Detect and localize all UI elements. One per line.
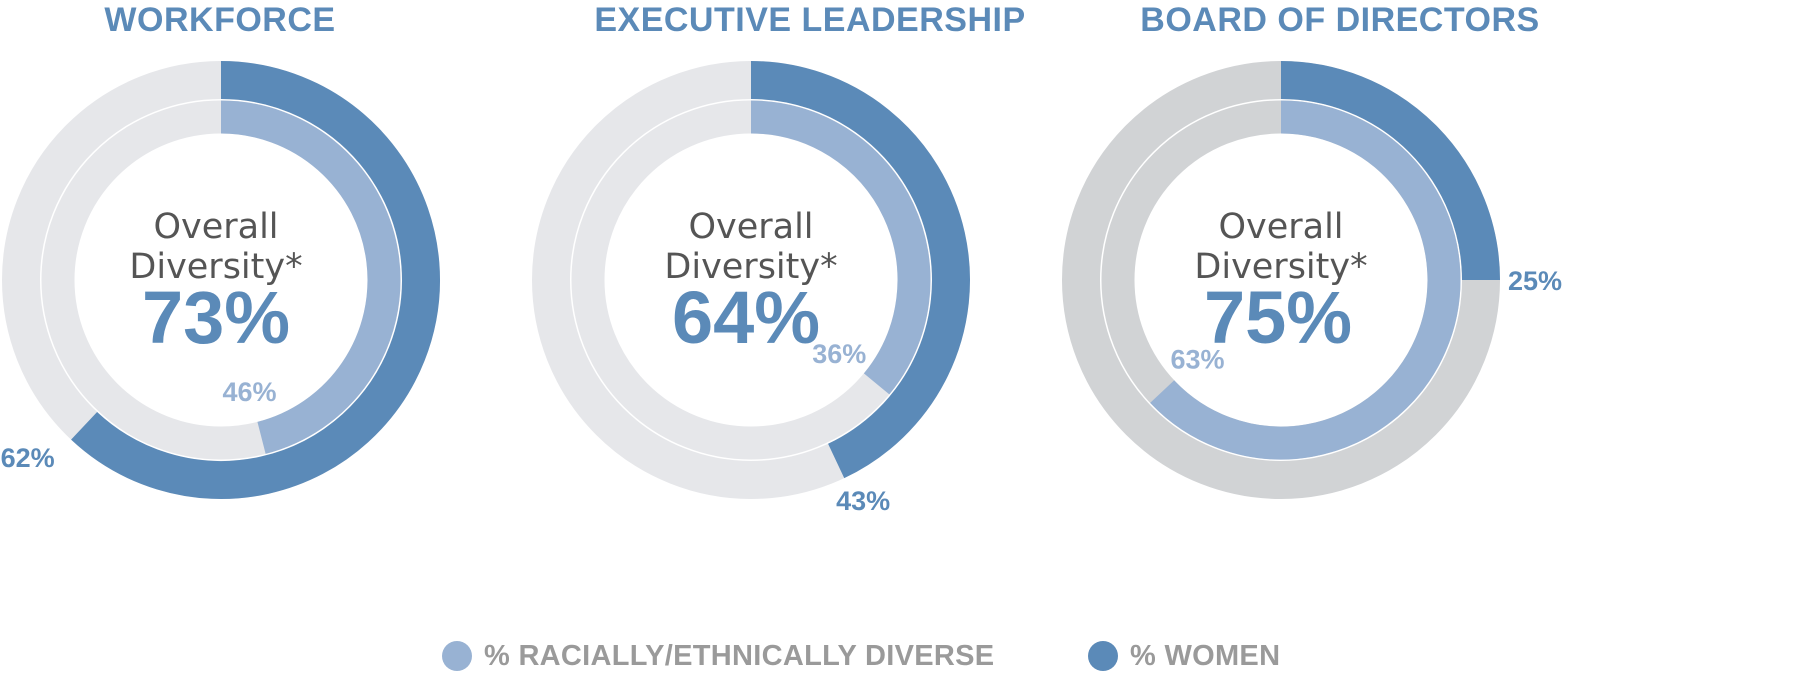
diverse-arc bbox=[1150, 100, 1461, 460]
chart-title: WORKFORCE bbox=[104, 1, 336, 39]
center-value: 73% bbox=[141, 276, 291, 359]
legend-label: % RACIALLY/ETHNICALLY DIVERSE bbox=[484, 639, 995, 672]
legend-swatch-women bbox=[1088, 641, 1118, 671]
chart-panel-workforce: WORKFORCE 62% 46% Overall Diversity* 73% bbox=[0, 0, 560, 600]
chart-legend: % RACIALLY/ETHNICALLY DIVERSE % WOMEN bbox=[0, 636, 1817, 676]
chart-panel-executive-leadership: EXECUTIVE LEADERSHIP 43% 36% Overall Dive… bbox=[530, 0, 1090, 600]
center-value: 75% bbox=[1203, 276, 1353, 359]
women-arc bbox=[1280, 61, 1500, 281]
donut-chart: 62% 46% bbox=[1, 61, 440, 499]
legend-label: % WOMEN bbox=[1130, 639, 1281, 672]
chart-title: BOARD OF DIRECTORS bbox=[1140, 1, 1540, 39]
legend-swatch-diverse bbox=[442, 641, 472, 671]
women-pct-label: 25% bbox=[1508, 266, 1562, 296]
donut-chart: 25% 63% bbox=[1062, 61, 1562, 499]
chart-panel-board-of-directors: BOARD OF DIRECTORS 25% 63% Overall Divers… bbox=[1060, 0, 1620, 600]
diverse-arc bbox=[750, 100, 931, 395]
center-value: 64% bbox=[671, 276, 821, 359]
center-label-line1: Overall bbox=[688, 207, 814, 247]
chart-title: EXECUTIVE LEADERSHIP bbox=[594, 1, 1026, 39]
center-label-line2: Diversity* bbox=[129, 247, 303, 287]
legend-item-diverse: % RACIALLY/ETHNICALLY DIVERSE bbox=[442, 636, 994, 676]
diverse-arc bbox=[220, 100, 401, 454]
center-label-line1: Overall bbox=[1218, 207, 1344, 247]
women-arc bbox=[750, 61, 970, 479]
donut-chart: 43% 36% bbox=[532, 61, 970, 516]
diverse-pct-label: 36% bbox=[812, 339, 866, 369]
diverse-pct-label: 63% bbox=[1171, 344, 1225, 374]
women-pct-label: 43% bbox=[836, 486, 890, 516]
center-label-line1: Overall bbox=[153, 207, 279, 247]
legend-item-women: % WOMEN bbox=[1088, 636, 1280, 676]
center-label-line2: Diversity* bbox=[664, 247, 838, 287]
diverse-pct-label: 46% bbox=[222, 377, 276, 407]
women-pct-label: 62% bbox=[1, 443, 55, 473]
center-label-line2: Diversity* bbox=[1194, 247, 1368, 287]
women-arc bbox=[71, 61, 440, 499]
